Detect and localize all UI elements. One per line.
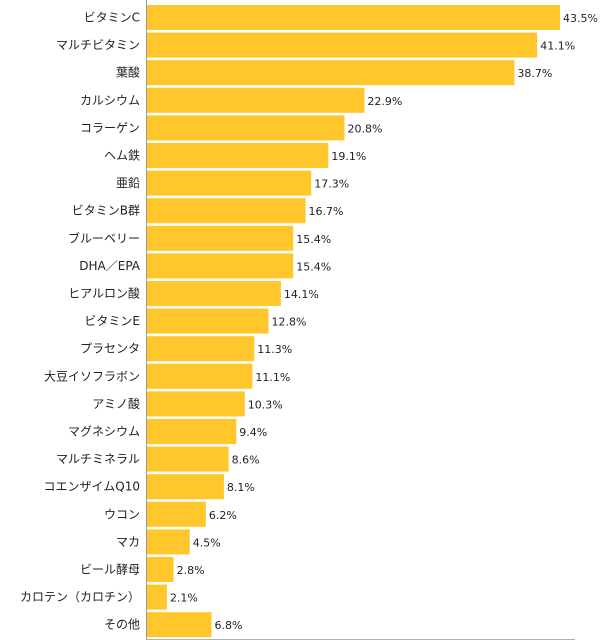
bar [147, 446, 229, 472]
category-label: その他 [104, 618, 140, 632]
value-label: 38.7% [517, 67, 552, 80]
bar [147, 391, 245, 417]
value-label: 12.8% [272, 316, 307, 329]
category-label: アミノ酸 [92, 396, 140, 411]
bars-layer [147, 5, 560, 638]
value-label: 43.5% [563, 12, 598, 25]
category-label: ブルーベリー [68, 230, 140, 245]
value-label: 17.3% [314, 178, 349, 191]
category-label: マルチビタミン [56, 38, 140, 52]
category-label: ビール酵母 [80, 563, 140, 577]
category-label: ウコン [104, 507, 140, 521]
category-label: 亜鉛 [116, 176, 140, 190]
value-label: 19.1% [331, 150, 366, 163]
category-labels-layer: ビタミンC マルチビタミン葉酸カルシウムコラーゲンヘム鉄亜鉛ビタミンB群ブルーベリ… [20, 11, 141, 632]
category-label: ビタミンC [84, 11, 140, 25]
value-label: 8.6% [232, 454, 260, 467]
value-label: 20.8% [347, 122, 382, 135]
category-label: 大豆イソフラボン [44, 369, 140, 383]
category-label: カロテン（カロチン） [20, 590, 140, 604]
category-label: 葉酸 [116, 65, 140, 80]
bar [147, 143, 329, 168]
bar [147, 281, 281, 306]
category-label: コエンザイムQ10 [44, 480, 140, 494]
bar [147, 225, 294, 251]
bar [147, 253, 294, 279]
bar [147, 170, 312, 196]
value-label: 15.4% [296, 260, 331, 273]
bar [147, 336, 255, 362]
category-label: ヒアルロン酸 [68, 286, 140, 301]
value-label: 4.5% [193, 536, 221, 549]
category-label: ビタミンE [84, 314, 140, 328]
category-label: カルシウム [80, 93, 140, 107]
value-label: 15.4% [296, 233, 331, 246]
value-label: 16.7% [309, 205, 344, 218]
value-labels-layer: 43.5% 41.1% 38.7% 22.9% 20.8% 19.1% 17.3% 16.7%… [170, 12, 598, 632]
category-label: マルチミネラル [56, 452, 140, 466]
bar [147, 60, 515, 86]
bar [147, 308, 269, 334]
category-label: DHA／EPA [79, 259, 141, 273]
bar [147, 198, 306, 224]
value-label: 10.3% [248, 398, 283, 411]
bar [147, 501, 206, 527]
value-label: 22.9% [367, 95, 402, 108]
bar [147, 32, 538, 58]
category-label: コラーゲン [80, 121, 140, 135]
bar [147, 474, 224, 500]
value-label: 8.1% [227, 481, 255, 494]
bar [147, 557, 174, 582]
bar [147, 363, 253, 389]
category-label: マカ [116, 535, 140, 549]
bar [147, 529, 190, 555]
value-label: 6.8% [215, 619, 243, 632]
value-label: 11.3% [257, 343, 292, 356]
value-label: 6.2% [209, 509, 237, 522]
bar [147, 612, 212, 638]
category-label: プラセンタ [80, 342, 140, 356]
value-label: 41.1% [540, 40, 575, 53]
value-label: 14.1% [284, 288, 319, 301]
bar [147, 584, 167, 610]
value-label: 9.4% [239, 426, 267, 439]
category-label: ヘム鉄 [104, 148, 140, 163]
bar [147, 5, 560, 30]
bar [147, 419, 237, 444]
bar [147, 87, 365, 113]
value-label: 2.8% [177, 564, 205, 577]
category-label: ビタミンB群 [72, 204, 140, 218]
value-label: 2.1% [170, 592, 198, 605]
bar [147, 115, 345, 141]
value-label: 11.1% [255, 371, 290, 384]
category-label: マグネシウム [68, 425, 140, 439]
